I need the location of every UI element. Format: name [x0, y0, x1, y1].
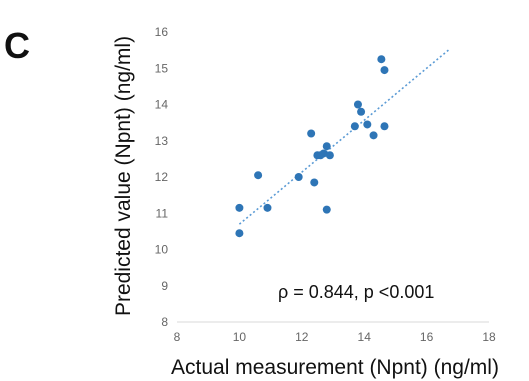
y-tick-label: 13	[155, 134, 169, 148]
data-point	[307, 129, 316, 138]
data-points	[235, 55, 389, 238]
data-point	[235, 229, 244, 238]
trendline	[238, 49, 449, 225]
data-point	[380, 122, 389, 131]
x-tick-label: 12	[295, 330, 309, 344]
data-point	[369, 131, 378, 140]
x-tick-label: 10	[233, 330, 247, 344]
x-tick-label: 16	[420, 330, 434, 344]
data-point	[319, 149, 328, 158]
panel-label: C	[4, 25, 30, 66]
y-tick-label: 8	[161, 315, 168, 329]
data-point	[377, 55, 386, 64]
data-point	[380, 66, 389, 75]
data-point	[357, 107, 366, 116]
data-point	[322, 205, 331, 214]
data-point	[353, 100, 362, 109]
y-axis-title: Predicted value (Npnt) (ng/ml)	[112, 36, 135, 316]
data-point	[325, 151, 334, 160]
y-tick-label: 10	[155, 243, 169, 257]
data-point	[254, 171, 263, 180]
data-point	[310, 178, 319, 187]
y-tick-label: 15	[155, 61, 169, 75]
y-tick-label: 11	[156, 206, 169, 220]
x-axis-title: Actual measurement (Npnt) (ng/ml)	[171, 356, 499, 379]
data-point	[363, 120, 372, 129]
y-tick-label: 14	[155, 98, 169, 112]
data-point	[350, 122, 359, 131]
y-tick-label: 12	[155, 170, 169, 184]
x-tick-label: 8	[174, 330, 181, 344]
y-tick-label: 9	[161, 279, 168, 293]
data-point	[294, 173, 303, 181]
y-tick-label: 16	[155, 25, 169, 39]
y-tick-labels: 8 9 10 11 12 13 14 15 16	[155, 25, 169, 329]
data-point	[263, 203, 272, 212]
x-tick-labels: 8 10 12 14 16 18	[174, 330, 496, 344]
correlation-annotation: ρ = 0.844, p <0.001	[278, 282, 434, 302]
x-tick-label: 14	[358, 330, 372, 344]
data-point	[322, 142, 331, 151]
data-point	[235, 203, 244, 212]
x-tick-label: 18	[482, 330, 496, 344]
